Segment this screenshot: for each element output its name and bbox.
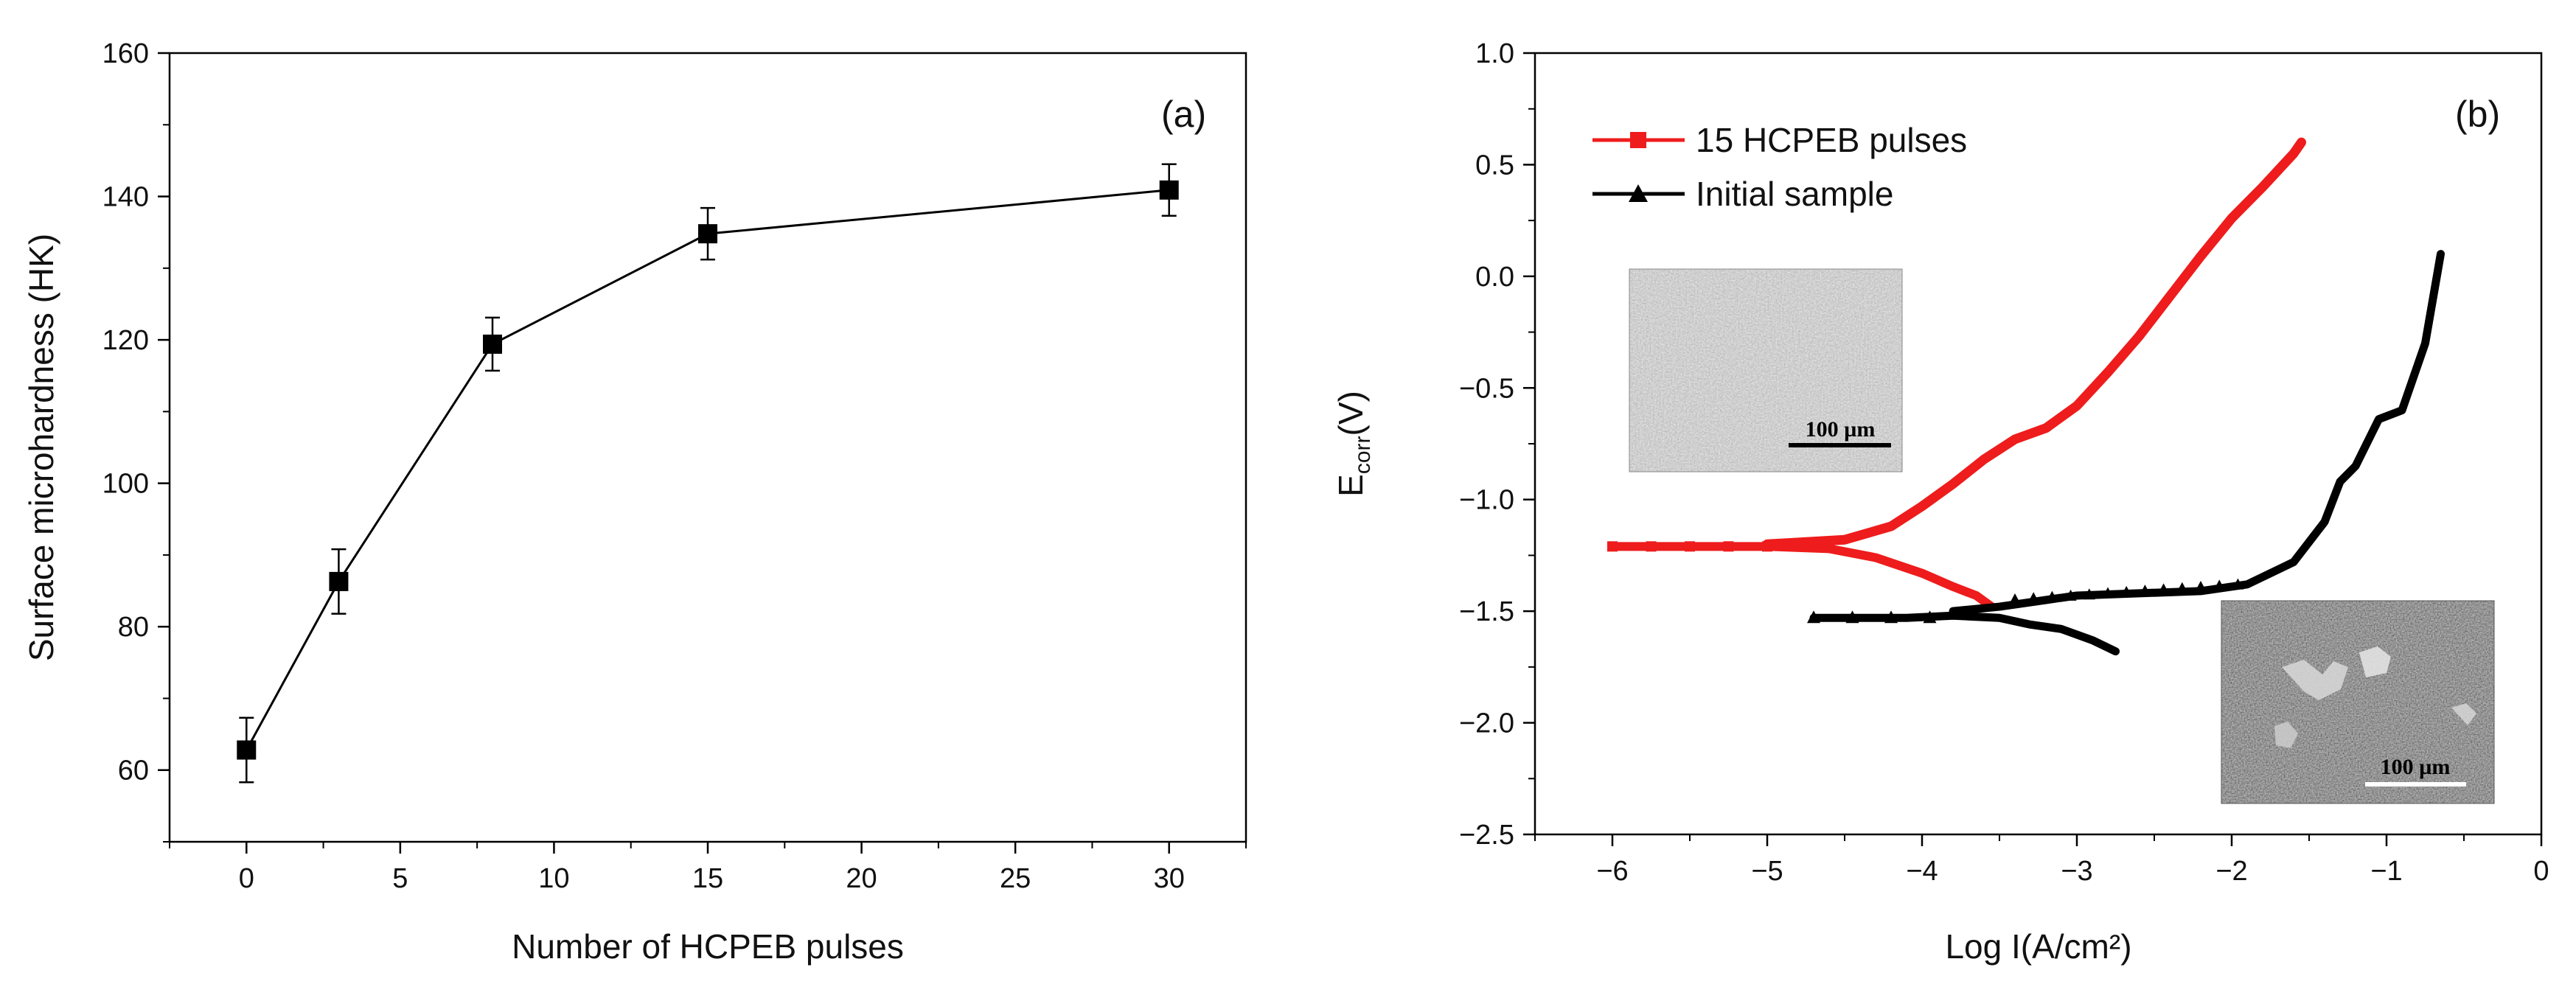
y-axis-title-b-sub: corr — [1351, 436, 1375, 474]
inset-micrograph-treated: 100 µm — [1629, 268, 1903, 472]
x-axis-title-b: Log I(A/cm²) — [1945, 927, 2131, 966]
y-tick-label: −0.5 — [1459, 373, 1514, 404]
y-axis-title-b: Ecorr(V) — [1331, 391, 1375, 497]
data-point — [2195, 581, 2207, 593]
x-tick-label: −6 — [1596, 856, 1628, 887]
data-point — [2157, 583, 2170, 595]
data-point — [2009, 593, 2021, 604]
x-tick-label: 30 — [1154, 863, 1185, 894]
data-point — [2176, 582, 2188, 593]
x-tick-label: −4 — [1906, 856, 1938, 887]
legend-marker-square — [1630, 132, 1646, 148]
y-tick-label: −2.0 — [1459, 708, 1514, 739]
x-tick-label: −1 — [2370, 856, 2402, 887]
x-axis-ticks-a: 0 5 10 15 20 25 30 — [169, 842, 1247, 894]
y-tick-label: 0.0 — [1475, 262, 1514, 293]
y-tick-label: 140 — [102, 182, 149, 213]
y-tick-label: 80 — [118, 612, 149, 643]
y-tick-label: 120 — [102, 325, 149, 356]
legend-item-initial: Initial sample — [1592, 175, 1893, 213]
scale-bar-label: 100 µm — [1806, 417, 1876, 442]
y-tick-label: 160 — [102, 38, 149, 69]
y-tick-label: 0.5 — [1475, 150, 1514, 181]
legend-label-initial: Initial sample — [1696, 175, 1893, 213]
y-axis-title-b-unit: (V) — [1331, 391, 1370, 436]
data-point — [2232, 578, 2244, 590]
y-axis-title-b-main: E — [1331, 474, 1370, 497]
panel-label-a: (a) — [1161, 94, 1206, 135]
y-tick-label: −1.5 — [1459, 596, 1514, 627]
y-tick-label: 60 — [118, 756, 149, 787]
data-point — [2213, 579, 2226, 591]
panel-a: 0 5 10 15 20 25 30 60 80 100 120 140 160 (a) Number… — [22, 38, 1247, 966]
panel-b: 100 µm 100 µm −6 −5 −4 −3 −2 −1 0 −2.5 −2.0 −1.5… — [1331, 38, 2549, 966]
y-axis-title-a: Surface microhardness (HK) — [22, 234, 60, 661]
scale-bar-label: 100 µm — [2381, 755, 2451, 779]
data-point — [2027, 592, 2040, 604]
series-line — [1809, 611, 2120, 656]
inset-micrograph-initial: 100 µm — [2221, 600, 2495, 804]
data-point — [2139, 585, 2151, 596]
data-point — [483, 334, 502, 354]
y-axis-ticks-a: 60 80 100 120 140 160 — [102, 38, 170, 843]
data-point — [698, 224, 717, 244]
data-point — [329, 571, 349, 591]
y-tick-label: 1.0 — [1475, 38, 1514, 69]
x-axis-title-b-text: Log I(A/cm²) — [1945, 927, 2131, 966]
x-axis-ticks-b: −6 −5 −4 −3 −2 −1 0 — [1534, 834, 2549, 887]
legend-b: 15 HCPEB pulses Initial sample — [1592, 121, 1967, 213]
legend-item-treated: 15 HCPEB pulses — [1592, 121, 1967, 159]
panel-label-b: (b) — [2455, 94, 2500, 135]
series-line — [1608, 542, 1997, 612]
x-tick-label: −3 — [2061, 856, 2092, 887]
x-tick-label: −5 — [1751, 856, 1783, 887]
series-b — [1607, 137, 2445, 656]
data-point — [2102, 587, 2114, 599]
x-tick-label: 20 — [846, 863, 877, 894]
data-point — [2120, 585, 2133, 597]
data-point — [2083, 588, 2095, 600]
plot-frame-a — [168, 52, 1247, 843]
y-axis-ticks-b: −2.5 −2.0 −1.5 −1.0 −0.5 0.0 0.5 1.0 — [1459, 38, 1535, 851]
x-tick-label: 25 — [1000, 863, 1031, 894]
y-tick-label: −1.0 — [1459, 485, 1514, 516]
x-tick-label: −2 — [2215, 856, 2247, 887]
data-point — [1159, 180, 1179, 200]
data-point — [237, 740, 257, 760]
x-tick-label: 5 — [392, 863, 408, 894]
x-axis-title-a: Number of HCPEB pulses — [512, 927, 904, 966]
series-line — [1762, 137, 2306, 549]
x-tick-label: 15 — [692, 863, 723, 894]
legend-label-treated: 15 HCPEB pulses — [1696, 121, 1967, 159]
legend-marker-triangle — [1629, 184, 1648, 202]
series-line — [1949, 250, 2445, 615]
x-tick-label: 0 — [2533, 856, 2549, 887]
x-tick-label: 0 — [239, 863, 254, 894]
series-a — [237, 163, 1179, 784]
y-tick-label: −2.5 — [1459, 820, 1514, 851]
data-point — [2046, 590, 2058, 602]
y-tick-label: 100 — [102, 469, 149, 500]
data-point — [2064, 589, 2077, 601]
series-line — [245, 189, 1169, 751]
x-tick-label: 10 — [538, 863, 569, 894]
